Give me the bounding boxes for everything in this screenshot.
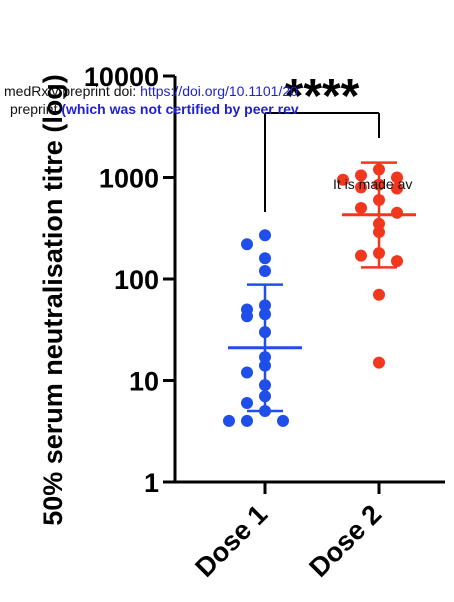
- x-axis: Dose 1 Dose 2: [175, 480, 445, 583]
- y-axis: 1 10 100 1000 10000: [84, 62, 177, 498]
- error-bars: [228, 161, 416, 413]
- data-point: [391, 255, 403, 268]
- x-tick-label: Dose 1: [189, 499, 273, 583]
- significance-label: ****: [285, 70, 360, 123]
- preprint-notice-line: preprint (which was not certified by pee…: [10, 101, 299, 117]
- data-point: [391, 206, 403, 219]
- preprint-doi-link[interactable]: https://doi.org/10.1101/20: [140, 83, 298, 99]
- data-point: [373, 226, 385, 239]
- x-tick-label: Dose 2: [303, 499, 387, 583]
- data-point: [355, 202, 367, 215]
- y-tick-label: 1: [144, 468, 159, 498]
- data-point: [337, 173, 349, 186]
- data-point: [355, 181, 367, 194]
- data-point: [373, 163, 385, 176]
- preprint-notice-bold: (which was not certified by peer rev: [61, 101, 299, 117]
- data-point: [241, 397, 253, 410]
- data-point: [373, 178, 385, 191]
- data-point: [241, 414, 253, 427]
- data-point: [391, 182, 403, 195]
- data-point: [259, 308, 271, 321]
- data-point: [373, 217, 385, 230]
- data-point: [223, 414, 235, 427]
- significance-bracket: ****: [264, 70, 380, 212]
- preprint-license-line: It is made av: [333, 176, 413, 192]
- y-tick-label: 10000: [84, 62, 159, 92]
- data-point: [241, 366, 253, 379]
- data-point: [259, 299, 271, 312]
- data-point: [277, 414, 289, 427]
- data-point: [355, 169, 367, 182]
- data-point: [259, 359, 271, 372]
- data-point: [373, 194, 385, 207]
- data-point: [373, 247, 385, 260]
- data-point: [373, 356, 385, 369]
- data-point: [391, 171, 403, 184]
- data-point: [355, 249, 367, 262]
- data-points: [223, 163, 403, 427]
- data-point: [241, 238, 253, 251]
- data-point: [259, 264, 271, 277]
- data-point: [373, 288, 385, 301]
- data-point: [259, 252, 271, 265]
- data-point: [259, 405, 271, 418]
- data-point: [259, 326, 271, 339]
- preprint-notice-prefix: preprint: [10, 101, 62, 117]
- preprint-doi-prefix: medRxiv preprint doi:: [4, 83, 141, 99]
- y-tick-label: 100: [114, 265, 159, 295]
- data-point: [259, 351, 271, 364]
- y-tick-label: 10: [129, 367, 159, 397]
- data-point: [259, 390, 271, 403]
- data-point: [259, 379, 271, 392]
- y-tick-label: 1000: [99, 164, 159, 194]
- data-point: [241, 310, 253, 323]
- preprint-doi-line: medRxiv preprint doi: https://doi.org/10…: [4, 83, 298, 99]
- data-point: [259, 229, 271, 242]
- y-axis-label: 50% serum neutralisation titre (log): [38, 74, 68, 526]
